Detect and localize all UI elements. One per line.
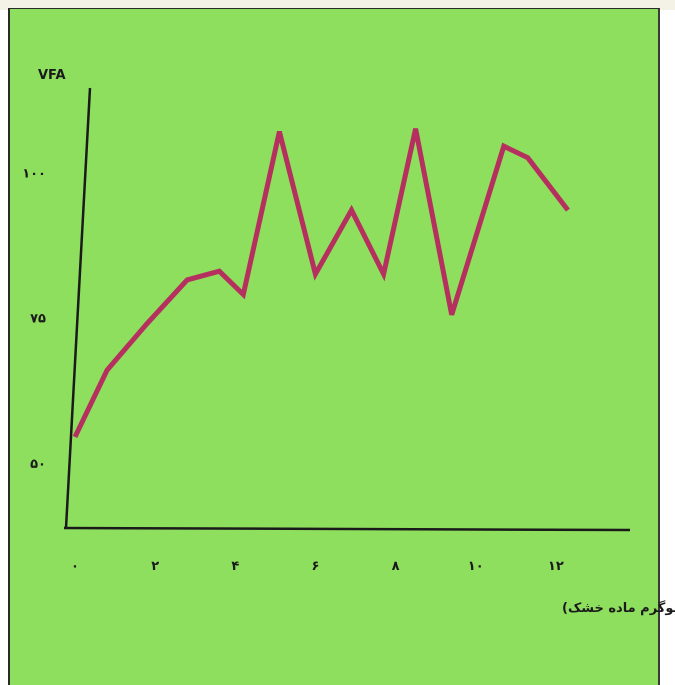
- chart-panel: [8, 8, 660, 685]
- page-top-strip: [0, 0, 675, 10]
- tick-labels: ۰ ۲ ۴ ۶ ۸ ۱۰ ۱۲ ۵۰ ۷۵ ۱۰۰: [22, 166, 564, 574]
- x-tick-label: ۰: [71, 559, 79, 574]
- y-tick-label: ۵۰: [30, 457, 46, 472]
- y-axis-line: [64, 87, 92, 529]
- x-tick-label: ۲: [151, 559, 159, 574]
- x-tick-label: ۶: [311, 559, 319, 574]
- y-axis-title: VFA: [38, 68, 66, 83]
- x-tick-label: ۱۰: [468, 559, 484, 574]
- axes: [63, 87, 631, 532]
- series-line: [72, 128, 570, 438]
- y-tick-label: ۷۵: [30, 312, 46, 327]
- x-tick-label: ۱۲: [548, 559, 564, 574]
- x-axis-title: جذب کنسانتره (کیلوگرم ماده خشک): [562, 600, 675, 616]
- y-tick-label: ۱۰۰: [22, 166, 46, 181]
- x-tick-label: ۸: [392, 559, 400, 574]
- series-lines: [72, 128, 570, 438]
- x-tick-label: ۴: [231, 559, 239, 574]
- x-axis-line: [63, 526, 631, 532]
